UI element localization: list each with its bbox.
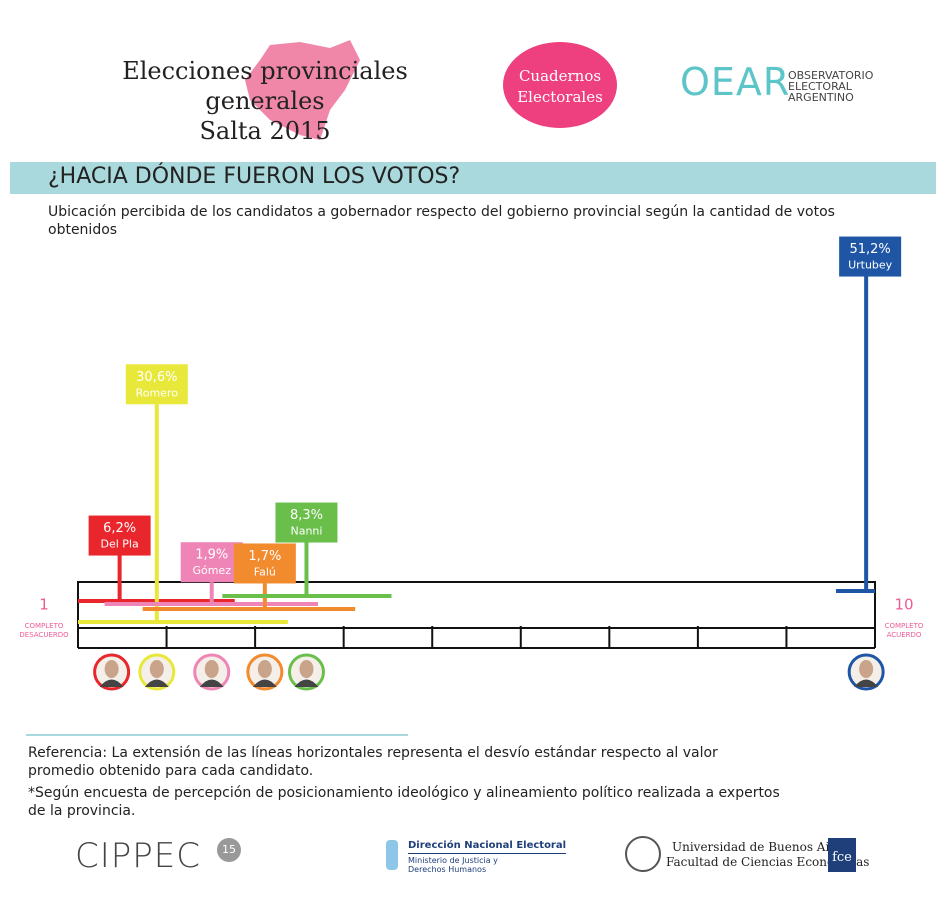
chart-subtitle: Ubicación percibida de los candidatos a …: [48, 204, 835, 238]
badge: Cuadernos Electorales: [517, 67, 603, 106]
face: [257, 660, 272, 678]
shoulders: [144, 679, 169, 687]
label-box: [233, 543, 296, 584]
vote-label: 8,3%: [290, 508, 323, 523]
plot: 1 COMPLETO DESACUERDO 10 COMPLETO ACUERDO 6,2%…: [19, 236, 924, 691]
candidate-name: Romero: [136, 386, 179, 399]
shoulders: [294, 679, 319, 687]
title-line: Elecciones provinciales generales: [122, 57, 408, 115]
note: *Según encuesta de percepción de posicio…: [28, 785, 780, 819]
vote-label: 1,7%: [248, 549, 281, 564]
label-box: [180, 542, 243, 583]
title-line2: Salta 2015: [199, 117, 331, 145]
face: [204, 660, 219, 678]
scale-end-label: COMPLETO DESACUERDO: [19, 622, 69, 639]
shoulders: [99, 679, 124, 687]
ministry: Ministerio de Justicia y Derechos Humano…: [408, 856, 498, 874]
uba: Universidad de Buenos Aires: [672, 840, 849, 854]
candidate-name: Del Pla: [101, 538, 139, 551]
label-box: [839, 236, 902, 277]
face: [149, 660, 164, 678]
scale-end-label: COMPLETO ACUERDO: [885, 622, 924, 639]
logo-text: OBSERVATORIO ELECTORAL ARGENTINO: [788, 69, 874, 104]
label-box: [125, 364, 188, 405]
vote-label: 1,9%: [195, 548, 228, 563]
candidate-name: Urtubey: [848, 259, 893, 272]
candidate-name: Nanni: [290, 525, 322, 538]
face: [104, 660, 119, 678]
label-box: [275, 502, 338, 543]
shoulders: [854, 679, 879, 687]
vote-label: 30,6%: [136, 370, 177, 385]
dne: Dirección Nacional Electoral: [408, 840, 567, 854]
logo: OEAR: [680, 60, 791, 104]
candidate-name: Gómez: [192, 564, 231, 577]
vote-label: 6,2%: [103, 521, 136, 536]
scale-end-number: 1: [39, 596, 49, 614]
badge-bg: [503, 42, 617, 128]
vote-label: 51,2%: [849, 242, 890, 257]
uba-seal: [625, 836, 661, 872]
cippec-logo: CIPPEC: [75, 836, 201, 876]
scale-box: [77, 581, 876, 629]
label-box: [88, 515, 151, 556]
banner: [10, 162, 936, 194]
shoulders: [252, 679, 277, 687]
scale-end-number: 10: [894, 596, 913, 614]
section-title: ¿HACIA DÓNDE FUERON LOS VOTOS?: [48, 164, 461, 189]
map-shape: [245, 40, 360, 140]
candidate-name: Falú: [254, 565, 276, 578]
note: Referencia: La extensión de las líneas h…: [28, 745, 718, 779]
face: [299, 660, 314, 678]
cippec-badge: 15: [217, 838, 241, 862]
face: [859, 660, 874, 678]
fce-logo: fce: [828, 838, 856, 872]
fce-name: Facultad de Ciencias Económicas: [666, 855, 870, 869]
header-title: Elecciones provinciales generales Salta 2…: [60, 56, 470, 146]
shoulders: [199, 679, 224, 687]
dne-emblem: [386, 840, 398, 870]
